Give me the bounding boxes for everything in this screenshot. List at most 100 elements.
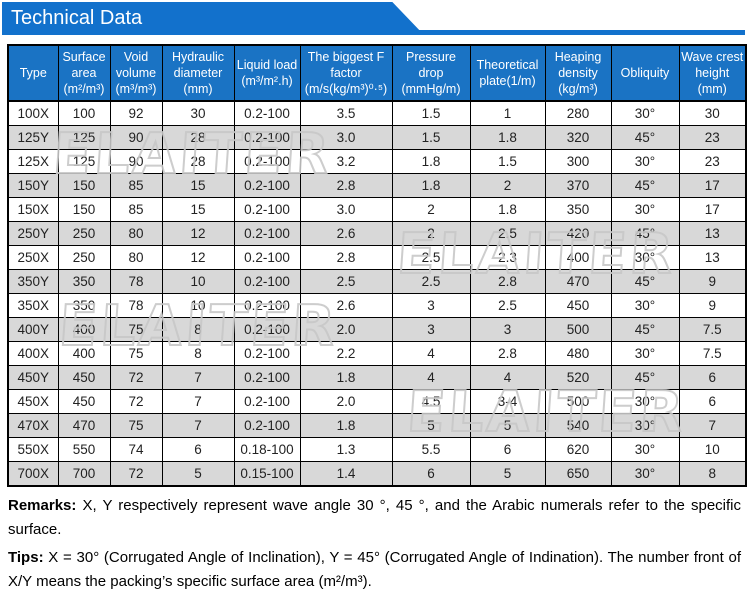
table-cell: 75 bbox=[109, 341, 163, 366]
table-cell: 5 bbox=[469, 461, 546, 487]
column-header: Pressure drop (mmHg/m) bbox=[391, 44, 471, 102]
table-cell: 700X bbox=[7, 461, 59, 487]
table-cell: 28 bbox=[161, 149, 235, 174]
table-cell: 78 bbox=[109, 293, 163, 318]
technical-data-table: Type Surface area (m²/m³) Void volume (m³/… bbox=[7, 44, 747, 487]
banner-tail bbox=[416, 30, 745, 35]
table-cell: 1.5 bbox=[469, 149, 546, 174]
table-cell: 45° bbox=[610, 317, 680, 342]
table-cell: 80 bbox=[109, 221, 163, 246]
table-cell: 400 bbox=[544, 245, 612, 270]
table-cell: 4 bbox=[469, 365, 546, 390]
table-cell: 4.5 bbox=[391, 389, 471, 414]
column-header: Type bbox=[7, 44, 59, 102]
table-row: 470X 470 75 7 0.2-100 1.8 5 5 540 30° 7 bbox=[7, 413, 747, 438]
table-cell: 2.5 bbox=[391, 269, 471, 294]
table-cell: 7 bbox=[161, 413, 235, 438]
table-cell: 2.8 bbox=[299, 245, 393, 270]
table-cell: 30° bbox=[610, 245, 680, 270]
table-row: 150Y 150 85 15 0.2-100 2.8 1.8 2 370 45° 17 bbox=[7, 173, 747, 198]
table-cell: 125 bbox=[57, 125, 111, 150]
table-cell: 8 bbox=[161, 317, 235, 342]
table-cell: 2.8 bbox=[299, 173, 393, 198]
table-cell: 550X bbox=[7, 437, 59, 462]
table-cell: 80 bbox=[109, 245, 163, 270]
table-cell: 1.5 bbox=[391, 100, 471, 126]
table-cell: 2 bbox=[391, 197, 471, 222]
table-cell: 17 bbox=[678, 173, 747, 198]
table-cell: 7 bbox=[161, 389, 235, 414]
table-cell: 350Y bbox=[7, 269, 59, 294]
table-cell: 0.2-100 bbox=[233, 317, 301, 342]
table-wrap: Type Surface area (m²/m³) Void volume (m³/… bbox=[7, 44, 747, 487]
table-cell: 1.8 bbox=[299, 413, 393, 438]
table-cell: 75 bbox=[109, 317, 163, 342]
table-cell: 2.2 bbox=[299, 341, 393, 366]
table-row: 450X 450 72 7 0.2-100 2.0 4.5 3-4 500 30° 6 bbox=[7, 389, 747, 414]
table-cell: 45° bbox=[610, 365, 680, 390]
table-cell: 72 bbox=[109, 389, 163, 414]
table-cell: 350 bbox=[544, 197, 612, 222]
table-cell: 2.8 bbox=[469, 341, 546, 366]
table-cell: 0.2-100 bbox=[233, 269, 301, 294]
tips-paragraph: Tips: X = 30° (Corrugated Angle of Incli… bbox=[8, 546, 741, 594]
table-cell: 45° bbox=[610, 221, 680, 246]
remarks-paragraph: Remarks: X, Y respectively represent wav… bbox=[8, 494, 741, 543]
table-cell: 470X bbox=[7, 413, 59, 438]
table-cell: 6 bbox=[391, 461, 471, 487]
table-cell: 23 bbox=[678, 125, 747, 150]
table-cell: 480 bbox=[544, 341, 612, 366]
banner-ribbon: Technical Data bbox=[2, 2, 424, 35]
table-cell: 280 bbox=[544, 100, 612, 126]
table-cell: 4 bbox=[391, 365, 471, 390]
table-cell: 2.0 bbox=[299, 389, 393, 414]
table-row: 700X 700 72 5 0.15-100 1.4 6 5 650 30° 8 bbox=[7, 461, 747, 487]
table-cell: 400X bbox=[7, 341, 59, 366]
table-cell: 30° bbox=[610, 293, 680, 318]
table-cell: 125Y bbox=[7, 125, 59, 150]
table-cell: 0.2-100 bbox=[233, 365, 301, 390]
table-cell: 450Y bbox=[7, 365, 59, 390]
table-cell: 30° bbox=[610, 341, 680, 366]
table-cell: 1.8 bbox=[391, 173, 471, 198]
table-cell: 9 bbox=[678, 269, 747, 294]
table-cell: 30° bbox=[610, 437, 680, 462]
column-header: Obliquity bbox=[610, 44, 680, 102]
table-row: 250Y 250 80 12 0.2-100 2.6 2 2.5 420 45° 13 bbox=[7, 221, 747, 246]
table-cell: 620 bbox=[544, 437, 612, 462]
table-cell: 30° bbox=[610, 100, 680, 126]
table-cell: 85 bbox=[109, 197, 163, 222]
table-row: 350Y 350 78 10 0.2-100 2.5 2.5 2.8 470 45° 9 bbox=[7, 269, 747, 294]
table-row: 150X 150 85 15 0.2-100 3.0 2 1.8 350 30° 17 bbox=[7, 197, 747, 222]
table-cell: 8 bbox=[161, 341, 235, 366]
table-row: 250X 250 80 12 0.2-100 2.8 2.5 2.3 400 30° 13 bbox=[7, 245, 747, 270]
table-cell: 0.15-100 bbox=[233, 461, 301, 487]
table-cell: 7.5 bbox=[678, 341, 747, 366]
table-cell: 520 bbox=[544, 365, 612, 390]
table-cell: 1.8 bbox=[391, 149, 471, 174]
table-cell: 30 bbox=[161, 100, 235, 126]
column-header: The biggest F factor (m/s(kg/m³)⁰·⁵) bbox=[299, 44, 393, 102]
table-cell: 45° bbox=[610, 173, 680, 198]
table-cell: 500 bbox=[544, 317, 612, 342]
table-cell: 470 bbox=[57, 413, 111, 438]
table-cell: 5 bbox=[161, 461, 235, 487]
table-cell: 30° bbox=[610, 149, 680, 174]
table-cell: 0.2-100 bbox=[233, 389, 301, 414]
table-cell: 72 bbox=[109, 461, 163, 487]
column-header: Void volume (m³/m³) bbox=[109, 44, 163, 102]
table-cell: 1.4 bbox=[299, 461, 393, 487]
table-cell: 12 bbox=[161, 221, 235, 246]
table-cell: 45° bbox=[610, 269, 680, 294]
banner: Technical Data bbox=[0, 2, 750, 38]
table-cell: 350X bbox=[7, 293, 59, 318]
table-cell: 3.2 bbox=[299, 149, 393, 174]
tips-label: Tips: bbox=[8, 548, 44, 566]
table-cell: 6 bbox=[469, 437, 546, 462]
table-cell: 5 bbox=[391, 413, 471, 438]
table-cell: 5 bbox=[469, 413, 546, 438]
table-header: Type Surface area (m²/m³) Void volume (m³/… bbox=[7, 44, 747, 102]
column-header: Heaping density (kg/m³) bbox=[544, 44, 612, 102]
table-cell: 75 bbox=[109, 413, 163, 438]
table-row: 125X 125 90 28 0.2-100 3.2 1.8 1.5 300 30° 23 bbox=[7, 149, 747, 174]
